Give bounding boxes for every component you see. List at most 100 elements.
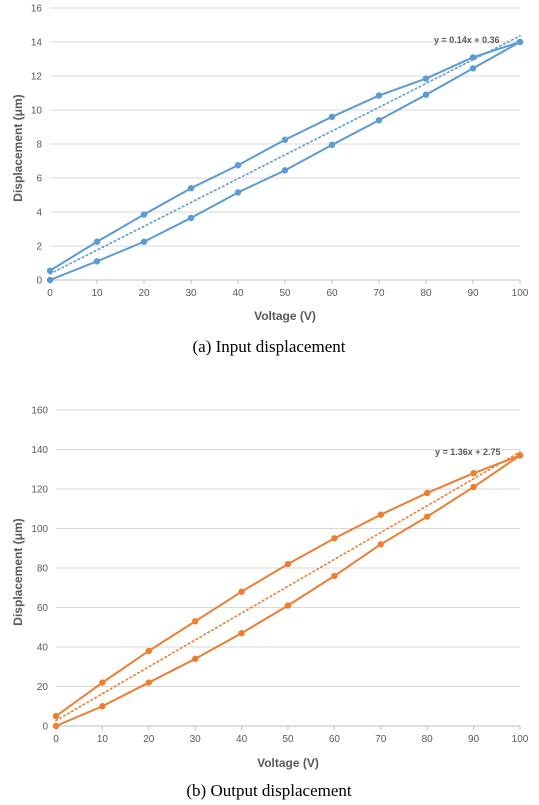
data-point <box>52 712 60 720</box>
x-axis-title: Voltage (V) <box>257 756 319 770</box>
data-point <box>192 655 199 663</box>
x-tick-label: 0 <box>47 288 53 299</box>
y-tick-label: 0 <box>36 276 42 287</box>
x-tick-label: 10 <box>91 288 103 299</box>
loading-curve <box>49 41 521 281</box>
x-tick-label: 40 <box>232 288 244 299</box>
x-tick-labels: 0 10 20 30 40 50 60 70 80 90 100 <box>53 734 529 745</box>
data-point <box>328 113 336 121</box>
x-tick-label: 10 <box>97 734 109 745</box>
data-point <box>99 679 106 686</box>
x-tick-label: 30 <box>190 734 202 745</box>
data-point <box>424 489 431 497</box>
x-tick-label: 20 <box>138 288 150 299</box>
grid-lines <box>49 7 521 284</box>
data-point <box>234 189 242 196</box>
data-point <box>516 452 524 459</box>
x-tick-labels: 0 10 20 30 40 50 60 70 80 90 100 <box>47 288 529 299</box>
x-tick-label: 100 <box>512 288 529 299</box>
x-axis-title: Voltage (V) <box>254 309 316 323</box>
data-point <box>140 238 148 245</box>
x-tick-label: 80 <box>422 734 434 745</box>
trendline-equation: y = 0.14x + 0.36 <box>434 35 500 45</box>
linear-trendline <box>49 35 521 275</box>
data-point <box>375 117 383 124</box>
data-point <box>377 511 384 518</box>
data-point <box>422 75 430 82</box>
chart-caption: (b) Output displacement <box>186 781 352 800</box>
data-point <box>93 238 101 245</box>
x-tick-label: 70 <box>375 734 387 745</box>
chart-caption: (a) Input displacement <box>193 337 346 356</box>
data-point <box>238 629 245 637</box>
data-point <box>284 560 292 568</box>
data-point <box>422 91 430 98</box>
x-tick-label: 30 <box>185 288 197 299</box>
y-tick-label: 14 <box>31 38 43 49</box>
data-point <box>99 703 106 710</box>
data-point <box>187 214 195 222</box>
y-tick-label: 0 <box>42 722 48 733</box>
y-tick-label: 60 <box>37 603 49 614</box>
data-point <box>192 618 199 625</box>
data-point <box>328 141 336 149</box>
data-point <box>187 185 195 192</box>
data-point <box>281 167 289 174</box>
input-displacement-chart: 0 2 4 6 8 10 12 14 16 0 10 20 30 40 50 60 70 80 90 100 y =… <box>11 4 529 357</box>
data-point <box>238 588 245 595</box>
y-tick-label: 10 <box>31 106 43 117</box>
data-point <box>516 38 524 46</box>
unloading-curve <box>55 454 521 717</box>
y-tick-label: 140 <box>31 445 48 456</box>
data-series <box>46 38 524 284</box>
y-tick-label: 16 <box>31 4 43 15</box>
data-point <box>234 162 242 169</box>
x-tick-label: 100 <box>512 734 529 745</box>
y-tick-label: 120 <box>31 485 48 496</box>
y-tick-label: 160 <box>31 406 48 417</box>
linear-trendline <box>55 451 521 722</box>
x-tick-label: 60 <box>329 734 341 745</box>
data-point <box>470 470 477 477</box>
trendline <box>49 35 521 275</box>
output-displacement-chart: 0 20 40 60 80 100 120 140 160 0 10 20 30 40 50 60 70 80 9… <box>11 406 529 801</box>
y-tick-label: 12 <box>31 72 43 83</box>
trendline <box>55 451 521 722</box>
data-series <box>52 452 524 730</box>
data-point <box>284 602 292 609</box>
data-point <box>377 541 384 548</box>
y-tick-label: 4 <box>36 208 42 219</box>
y-tick-label: 2 <box>36 242 42 253</box>
y-tick-label: 100 <box>31 524 48 535</box>
y-tick-label: 6 <box>36 174 42 185</box>
y-axis-title: Displacement (μm) <box>11 518 25 625</box>
x-tick-label: 0 <box>53 734 59 745</box>
data-point <box>93 258 101 265</box>
x-tick-label: 50 <box>282 734 294 745</box>
data-point <box>52 722 60 730</box>
data-point <box>46 276 54 284</box>
x-tick-label: 90 <box>468 734 480 745</box>
data-point <box>281 136 289 143</box>
y-axis-title: Displacement (μm) <box>11 94 25 201</box>
data-point <box>470 483 477 491</box>
data-point <box>331 572 338 580</box>
x-tick-label: 20 <box>143 734 155 745</box>
y-tick-label: 20 <box>37 682 49 693</box>
data-point <box>375 92 383 99</box>
data-point <box>469 54 477 61</box>
data-point <box>145 679 152 686</box>
data-point <box>469 65 477 72</box>
grid-lines <box>55 409 521 730</box>
data-point <box>331 535 338 542</box>
x-tick-label: 40 <box>236 734 248 745</box>
y-tick-label: 40 <box>37 643 49 654</box>
loading-curve <box>55 454 521 727</box>
data-point <box>140 211 148 218</box>
y-tick-label: 8 <box>36 140 42 151</box>
data-point <box>424 513 431 520</box>
y-tick-label: 80 <box>37 564 49 575</box>
x-tick-label: 50 <box>279 288 291 299</box>
data-point <box>46 267 54 274</box>
y-tick-labels: 0 20 40 60 80 100 120 140 160 <box>31 406 48 733</box>
